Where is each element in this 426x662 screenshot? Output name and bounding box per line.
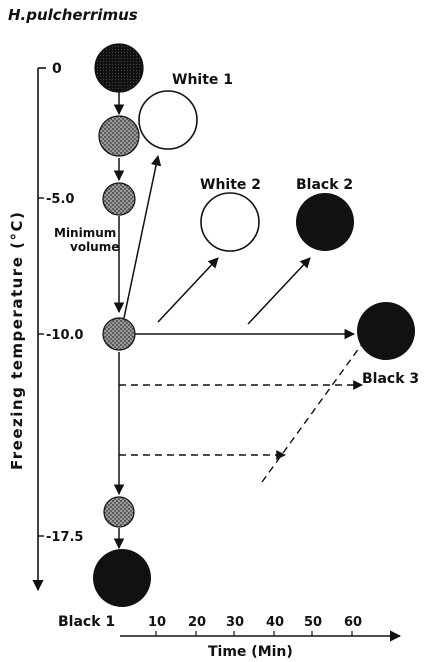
cell-0c [94,43,144,93]
x-tick-40: 40 [266,615,284,630]
minimum-volume-label-1: Minimum [54,226,116,240]
white-1-cell [138,90,198,150]
white-2-cell [200,192,260,252]
minimum-volume-label-2: volume [70,240,119,254]
cell-minus5c [102,182,136,216]
black-3-cell [357,302,415,360]
x-tick-60: 60 [344,615,362,630]
cell-minus17-5c [103,496,135,528]
black-2-label: Black 2 [296,177,353,193]
y-axis [32,67,46,592]
x-tick-10: 10 [148,615,166,630]
black-1-cell [93,549,151,607]
x-tick-30: 30 [226,615,244,630]
cell-minus10c [102,317,136,351]
cell-minus2c [98,115,140,157]
black-3-label: Black 3 [362,371,419,387]
x-axis-label: Time (Min) [208,644,293,660]
x-tick-50: 50 [304,615,322,630]
dashed-transfer-arrows [119,343,363,483]
y-axis-label: Freezing temperature (°C) [8,211,26,470]
white-1-label: White 1 [172,72,233,88]
black-1-label: Black 1 [58,614,115,630]
black-2-cell [296,193,354,251]
x-tick-20: 20 [188,615,206,630]
y-tick-0: 0 [52,61,62,77]
x-axis [120,630,402,642]
y-tick-minus17-5: -17.5 [46,530,83,545]
transfer-arrows [123,154,356,340]
y-tick-minus10: -10.0 [46,328,83,343]
white-2-label: White 2 [200,177,261,193]
y-tick-minus5: -5.0 [46,192,74,207]
diagram-title: H.pulcherrimus [8,6,138,24]
